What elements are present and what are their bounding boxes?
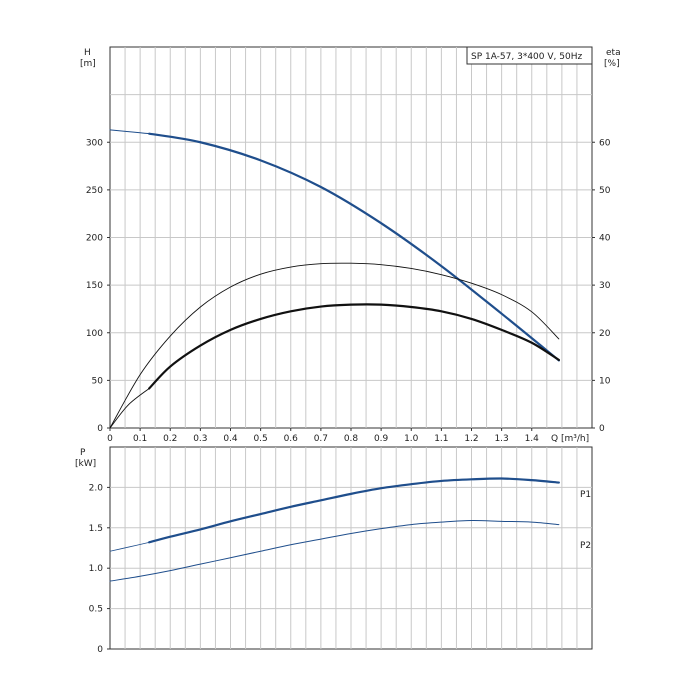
series-line-1-2 xyxy=(109,520,560,582)
y-right-tick-label: 20 xyxy=(599,329,611,339)
series-line-0-4 xyxy=(148,303,560,390)
head-efficiency-series xyxy=(109,129,560,429)
y-left-tick-label: 0.5 xyxy=(89,605,103,615)
y-right-tick-label: 40 xyxy=(599,234,611,244)
head-efficiency-ticks: 0 0.1 0.2 0.3 0.4 0.5 0.6 0.7 0.8 0.9 1.0 1.1 1.2 1.3… xyxy=(86,138,611,444)
power-grid xyxy=(110,447,592,649)
y-left-tick-label: 300 xyxy=(86,138,103,148)
y-right-tick-label: 30 xyxy=(599,281,611,291)
power-series xyxy=(109,477,560,582)
x-tick-label: 1.1 xyxy=(434,434,448,444)
y-left-tick-label: 0 xyxy=(97,645,103,655)
series-line-0-1 xyxy=(148,132,560,362)
head-efficiency-grid xyxy=(110,47,592,428)
series-line-0-3 xyxy=(109,388,150,429)
y-right-tick-label: 60 xyxy=(599,138,611,148)
x-axis-title: Q [m³/h] xyxy=(551,434,589,444)
series-line-0-0 xyxy=(109,129,150,135)
chart-title: SP 1A-57, 3*400 V, 50Hz xyxy=(471,52,582,62)
p1-series-label: P1 xyxy=(580,490,591,500)
y-left-tick-label: 2.0 xyxy=(89,483,104,493)
x-tick-label: 0.3 xyxy=(193,434,207,444)
p2-series-label: P2 xyxy=(580,541,591,551)
y-right-tick-label: 0 xyxy=(599,424,605,434)
chart-title-box xyxy=(466,46,593,65)
head-efficiency-chart: 0 0.1 0.2 0.3 0.4 0.5 0.6 0.7 0.8 0.9 1.0 1.1 1.2 1.3… xyxy=(80,46,621,444)
power-ticks: 0 0.5 1.0 1.5 2.0 xyxy=(89,483,110,655)
x-tick-label: 1.3 xyxy=(494,434,508,444)
y-left-tick-label: 250 xyxy=(86,186,103,196)
y-right-tick-label: 50 xyxy=(599,186,611,196)
x-tick-label: 0.9 xyxy=(374,434,389,444)
x-tick-label: 0.2 xyxy=(163,434,177,444)
y-right-tick-label: 10 xyxy=(599,376,611,386)
power-axis-unit: [kW] xyxy=(75,459,96,469)
power-axis-title: P xyxy=(80,448,86,458)
y-right-axis-unit: [%] xyxy=(604,59,620,69)
x-tick-label: 0.6 xyxy=(284,434,299,444)
y-left-tick-label: 1.5 xyxy=(89,524,103,534)
y-right-axis-title: eta xyxy=(606,48,621,58)
series-line-1-1 xyxy=(109,541,150,552)
x-tick-label: 1.2 xyxy=(464,434,478,444)
power-chart: 0 0.5 1.0 1.5 2.0 P [kW] P1 P2 xyxy=(75,446,593,655)
y-left-tick-label: 50 xyxy=(92,376,104,386)
y-left-tick-label: 1.0 xyxy=(89,564,104,574)
series-line-0-2 xyxy=(109,262,560,429)
x-tick-label: 0.8 xyxy=(344,434,359,444)
y-left-tick-label: 200 xyxy=(86,234,103,244)
x-tick-label: 0 xyxy=(107,434,113,444)
y-left-axis-unit: [m] xyxy=(80,59,96,69)
x-tick-label: 1.0 xyxy=(404,434,419,444)
series-line-1-0 xyxy=(148,477,560,544)
x-tick-label: 0.4 xyxy=(223,434,238,444)
y-left-tick-label: 100 xyxy=(86,329,103,339)
x-tick-label: 0.5 xyxy=(253,434,267,444)
x-tick-label: 1.4 xyxy=(525,434,540,444)
x-tick-label: 0.1 xyxy=(133,434,147,444)
x-tick-label: 0.7 xyxy=(314,434,328,444)
y-left-axis-title: H xyxy=(84,48,91,58)
y-left-tick-label: 150 xyxy=(86,281,103,291)
y-left-tick-label: 0 xyxy=(97,424,103,434)
